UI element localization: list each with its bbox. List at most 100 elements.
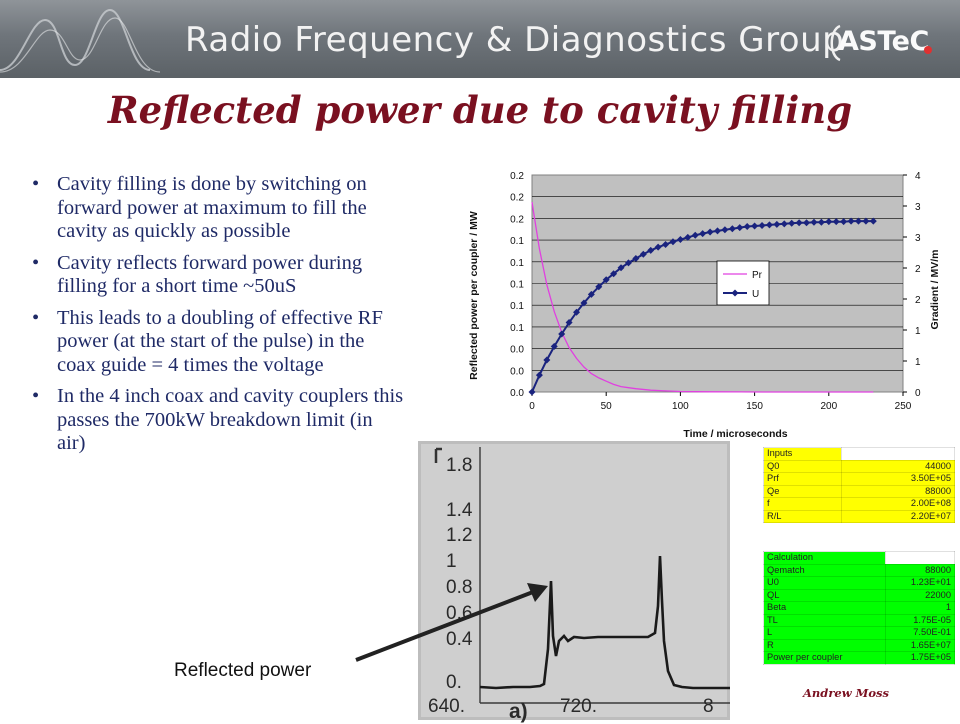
cell-value: 22000 xyxy=(884,588,956,602)
cell-value: 1.75E+05 xyxy=(884,651,956,665)
data-point-U xyxy=(736,224,744,232)
banner-wave-graphic xyxy=(0,8,161,73)
table-header: Calculation xyxy=(763,551,886,565)
cell-label: Q0 xyxy=(763,459,842,473)
cell-value: 1.23E+01 xyxy=(884,576,956,590)
data-point-U xyxy=(758,221,766,229)
scope-trace xyxy=(418,441,730,720)
cell-value: 1.65E+07 xyxy=(884,638,956,652)
scope-y-tick-label: 1.4 xyxy=(446,500,473,521)
cell-value: 1 xyxy=(884,601,956,615)
calculation-table: Calculation Qematch 88000 U0 1.23E+01 QL 22000… xyxy=(763,551,956,665)
bullet-item: Cavity filling is done by switching on f… xyxy=(30,173,405,244)
calculation-row: QL 22000 xyxy=(763,588,956,602)
data-point-U xyxy=(714,227,721,235)
y-right-axis-title: Gradient / MV/m xyxy=(929,250,941,330)
data-point-U xyxy=(617,264,625,272)
data-point-U xyxy=(795,219,803,227)
cell-label: Prf xyxy=(763,472,842,486)
data-point-U xyxy=(810,218,818,226)
x-tick-label: 50 xyxy=(601,401,613,412)
data-point-U xyxy=(684,233,692,241)
table-blank-cell xyxy=(840,447,956,461)
y-left-tick-label: 0.1 xyxy=(510,258,524,269)
table-header-row: Calculation xyxy=(763,551,956,565)
author-name: Andrew Moss xyxy=(803,686,889,700)
data-point-U xyxy=(728,225,736,233)
data-point-U xyxy=(669,238,677,246)
scope-background xyxy=(418,441,730,720)
scope-y-tick-label: 0.4 xyxy=(446,629,473,650)
scope-x-label: a) xyxy=(509,700,528,723)
x-axis-title: Time / microseconds xyxy=(683,428,787,440)
logo-text: ASTeC xyxy=(838,26,929,57)
bullet-item: Cavity reflects forward power during fil… xyxy=(30,252,405,299)
chart-legend xyxy=(716,260,770,306)
series-line-Pr xyxy=(531,201,874,393)
cell-label: f xyxy=(763,497,842,511)
cell-value: 88000 xyxy=(840,484,956,498)
y-left-tick-label: 0.2 xyxy=(510,214,524,225)
astec-logo: ASTeC xyxy=(826,20,944,66)
y-right-tick-label: 1 xyxy=(915,326,921,337)
x-tick-label: 0 xyxy=(529,401,535,412)
y-right-tick-label: 4 xyxy=(915,171,921,182)
data-point-U xyxy=(832,218,840,226)
y-left-tick-label: 0.1 xyxy=(510,301,524,312)
calculation-row: TL 1.75E-05 xyxy=(763,613,956,627)
table-header-row: Inputs xyxy=(763,447,956,461)
cell-label: Beta xyxy=(763,601,886,615)
data-point-U xyxy=(706,228,714,236)
bullet-list: Cavity filling is done by switching on f… xyxy=(30,173,405,464)
legend-label-Pr: Pr xyxy=(752,270,763,281)
cell-value: 1.75E-05 xyxy=(884,613,956,627)
data-point-U xyxy=(624,259,632,267)
data-point-U xyxy=(595,283,603,291)
data-point-U xyxy=(558,330,566,338)
cell-value: 3.50E+05 xyxy=(840,472,956,486)
x-tick-label: 150 xyxy=(746,401,763,412)
scope-y-tick-label: 0.6 xyxy=(446,603,473,624)
y-right-tick-label: 2 xyxy=(915,295,921,306)
data-point-U xyxy=(543,356,551,364)
y-left-tick-label: 0.2 xyxy=(510,171,524,182)
cell-value: 2.00E+08 xyxy=(840,497,956,511)
scope-waveform xyxy=(479,555,730,690)
data-point-U xyxy=(817,218,825,226)
bullet-item: In the 4 inch coax and cavity couplers t… xyxy=(30,385,405,456)
inputs-row: f 2.00E+08 xyxy=(763,497,956,511)
data-point-U xyxy=(803,219,811,227)
data-point-U xyxy=(639,250,647,258)
data-point-U xyxy=(676,236,684,244)
data-point-U xyxy=(854,217,862,225)
scope-x-label: 640. xyxy=(428,696,465,717)
legend-label-U: U xyxy=(752,289,759,300)
data-point-U xyxy=(662,240,670,248)
logo-dot xyxy=(924,46,932,54)
data-point-U xyxy=(847,217,855,225)
table-blank-cell xyxy=(884,551,956,565)
scope-y-tick-label: 0. xyxy=(446,672,462,693)
header-banner: Radio Frequency & Diagnostics Group ASTe… xyxy=(0,0,960,78)
table-header: Inputs xyxy=(763,447,842,461)
y-left-tick-label: 0.1 xyxy=(510,280,524,291)
scope-y-tick-label: 1 xyxy=(446,551,457,572)
y-right-tick-label: 2 xyxy=(915,264,921,275)
slide-title: Reflected power due to cavity filling xyxy=(107,88,853,132)
data-point-U xyxy=(580,299,588,307)
data-point-U xyxy=(610,270,618,278)
data-point-U xyxy=(573,308,581,316)
reflected-power-callout: Reflected power xyxy=(174,660,312,681)
data-point-U xyxy=(602,276,610,284)
data-point-U xyxy=(528,388,536,396)
data-point-U xyxy=(550,342,558,350)
x-tick-label: 100 xyxy=(672,401,689,412)
y-left-tick-label: 0.2 xyxy=(510,193,524,204)
calculation-row: Beta 1 xyxy=(763,601,956,615)
y-left-tick-label: 0.1 xyxy=(510,323,524,334)
data-point-U xyxy=(565,319,573,327)
y-right-tick-label: 3 xyxy=(915,202,921,213)
scope-bracket xyxy=(434,447,442,463)
data-point-U xyxy=(654,243,662,251)
inputs-row: Q0 44000 xyxy=(763,459,956,473)
